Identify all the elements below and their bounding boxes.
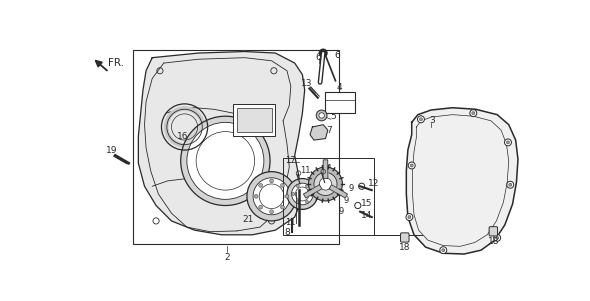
- Polygon shape: [139, 51, 304, 235]
- Circle shape: [306, 200, 309, 203]
- Text: 15: 15: [360, 200, 372, 209]
- Text: 18: 18: [487, 237, 499, 246]
- Text: 20: 20: [271, 200, 283, 209]
- Circle shape: [285, 194, 289, 198]
- Text: 9: 9: [323, 175, 328, 185]
- Circle shape: [306, 185, 309, 188]
- Text: FR.: FR.: [108, 58, 124, 68]
- Bar: [326, 92, 355, 113]
- Bar: [283, 158, 374, 235]
- Circle shape: [253, 178, 290, 215]
- Circle shape: [408, 216, 411, 219]
- Polygon shape: [329, 185, 348, 198]
- Text: 19: 19: [106, 146, 118, 155]
- Text: 18: 18: [399, 244, 411, 252]
- Circle shape: [287, 178, 318, 209]
- Text: 11: 11: [286, 218, 296, 227]
- Circle shape: [259, 184, 263, 187]
- Circle shape: [418, 116, 424, 123]
- Text: 11: 11: [300, 166, 311, 175]
- Text: 16: 16: [177, 132, 189, 141]
- Text: 11: 11: [322, 164, 332, 173]
- Circle shape: [406, 214, 413, 221]
- Circle shape: [181, 116, 270, 206]
- Circle shape: [291, 183, 313, 205]
- Circle shape: [187, 123, 264, 199]
- Circle shape: [509, 183, 512, 186]
- Bar: [133, 50, 339, 244]
- Circle shape: [470, 110, 477, 116]
- Text: 10: 10: [295, 203, 305, 212]
- Circle shape: [247, 172, 296, 221]
- Text: 17: 17: [286, 156, 296, 165]
- Circle shape: [314, 172, 337, 196]
- Circle shape: [280, 205, 284, 209]
- Circle shape: [165, 107, 205, 147]
- Circle shape: [507, 181, 514, 188]
- Text: 3: 3: [430, 116, 435, 125]
- Polygon shape: [323, 160, 328, 178]
- Circle shape: [296, 200, 299, 203]
- Circle shape: [316, 110, 327, 121]
- Circle shape: [504, 139, 512, 146]
- Bar: [237, 108, 271, 132]
- Text: 9: 9: [338, 207, 343, 216]
- Bar: [233, 104, 276, 136]
- Circle shape: [506, 141, 510, 144]
- Text: 4: 4: [336, 82, 342, 92]
- Polygon shape: [303, 185, 322, 198]
- Circle shape: [259, 205, 263, 209]
- Text: 9: 9: [348, 184, 353, 193]
- Text: 6: 6: [334, 51, 340, 60]
- Circle shape: [419, 118, 422, 121]
- Text: 13: 13: [300, 79, 312, 88]
- Circle shape: [496, 236, 499, 239]
- Circle shape: [296, 185, 299, 188]
- Circle shape: [310, 192, 313, 196]
- Text: 2: 2: [224, 253, 230, 262]
- Circle shape: [440, 247, 447, 254]
- Text: 14: 14: [360, 211, 372, 220]
- Polygon shape: [310, 125, 328, 140]
- Circle shape: [319, 178, 332, 190]
- Circle shape: [408, 162, 415, 169]
- Text: 5: 5: [330, 112, 336, 121]
- Circle shape: [291, 192, 294, 196]
- Circle shape: [319, 49, 327, 57]
- Text: 21: 21: [243, 215, 254, 224]
- Circle shape: [280, 184, 284, 187]
- Circle shape: [494, 234, 501, 241]
- Circle shape: [309, 167, 342, 201]
- FancyBboxPatch shape: [489, 227, 497, 236]
- Text: 8: 8: [285, 228, 291, 237]
- Text: 7: 7: [326, 126, 332, 135]
- Circle shape: [270, 179, 274, 183]
- FancyBboxPatch shape: [401, 233, 409, 242]
- Polygon shape: [407, 108, 518, 254]
- Text: 9: 9: [343, 196, 349, 205]
- Circle shape: [319, 113, 324, 118]
- Text: 12: 12: [368, 179, 380, 188]
- Circle shape: [442, 249, 445, 252]
- Text: 6: 6: [315, 53, 320, 62]
- Circle shape: [410, 164, 413, 167]
- Circle shape: [472, 112, 475, 115]
- Circle shape: [169, 112, 200, 142]
- Circle shape: [270, 210, 274, 214]
- Circle shape: [254, 194, 258, 198]
